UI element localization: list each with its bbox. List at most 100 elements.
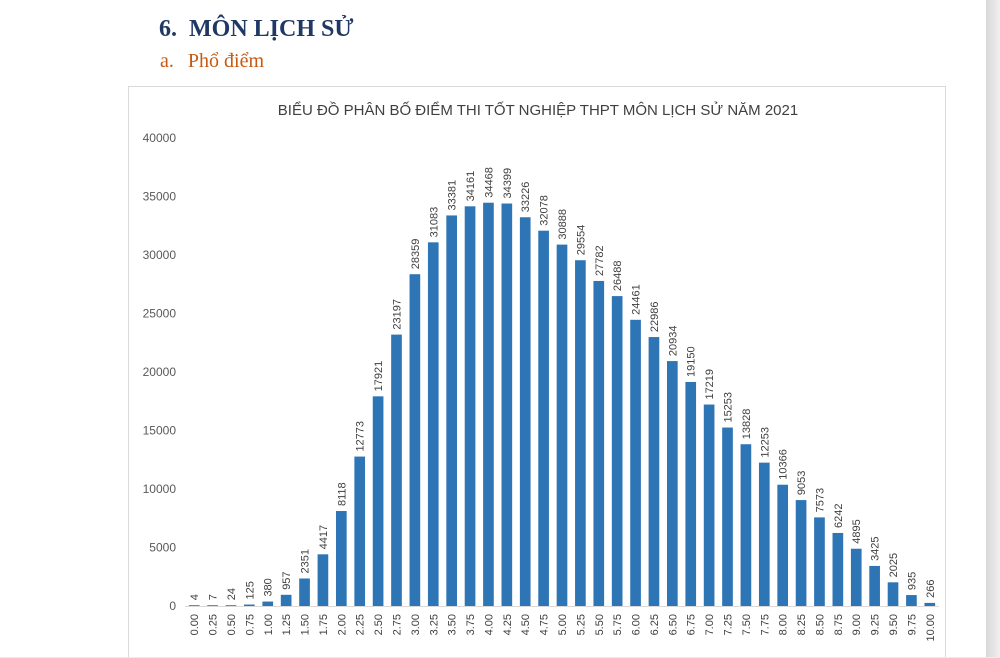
bar [667, 361, 678, 606]
data-label: 33381 [447, 180, 459, 211]
data-label: 15253 [723, 392, 735, 423]
data-label: 13828 [741, 409, 753, 440]
bar [207, 605, 218, 606]
bar [611, 296, 623, 606]
y-axis: 0 5000 10000 15000 20000 25000 30000 35000 40000 [143, 131, 177, 613]
x-tick-label: 6.25 [649, 614, 661, 635]
bar [354, 456, 366, 606]
x-tick-label: 4.00 [483, 614, 495, 635]
data-label: 12253 [759, 427, 771, 458]
data-label: 935 [906, 572, 918, 590]
data-label: 7 [208, 594, 220, 600]
bar [777, 484, 789, 606]
x-tick-label: 2.25 [355, 614, 367, 635]
data-label: 34399 [502, 168, 514, 199]
data-label: 9053 [796, 471, 808, 495]
x-tick-label: 8.00 [778, 614, 790, 635]
x-tick-label: 5.50 [594, 614, 606, 635]
data-label: 20934 [667, 325, 679, 356]
x-tick-label: 6.00 [631, 614, 643, 635]
data-label: 24461 [631, 284, 643, 315]
data-label: 957 [281, 571, 293, 589]
section-heading: 6. MÔN LỊCH SỬ [159, 16, 353, 43]
x-tick-label: 10.00 [925, 614, 937, 642]
data-label: 2351 [300, 549, 312, 573]
x-axis: 0.00 0.25 0.50 0.75 1.00 1.25 1.50 1.75 2.00 2.25… [185, 606, 939, 642]
x-tick-label: 2.75 [391, 614, 403, 635]
x-tick-label: 0.25 [208, 614, 220, 635]
data-label: 266 [925, 580, 937, 598]
data-label: 24 [226, 588, 238, 600]
section-number: 6. [159, 16, 177, 42]
data-label: 31083 [428, 207, 440, 238]
x-tick-label: 1.00 [263, 614, 275, 635]
data-labels-group: 4 7 24 125 380 957 2351 4417 8118 12773 17921 23197… [189, 167, 937, 600]
x-tick-label: 8.50 [814, 614, 826, 635]
bar [280, 594, 292, 606]
y-tick-label: 5000 [149, 541, 176, 555]
data-label: 33226 [520, 182, 532, 213]
y-tick-label: 15000 [143, 424, 177, 438]
x-tick-label: 6.75 [686, 614, 698, 635]
bar [317, 554, 329, 606]
data-label: 30888 [557, 209, 569, 240]
data-label: 17921 [373, 361, 385, 392]
x-tick-label: 5.25 [575, 614, 587, 635]
data-label: 12773 [355, 421, 367, 452]
x-tick-label: 4.50 [520, 614, 532, 635]
page-edge-shadow [986, 0, 1000, 657]
data-label: 27782 [594, 245, 606, 276]
data-label: 380 [263, 578, 275, 596]
bar [814, 517, 825, 606]
bar [685, 381, 697, 606]
data-label: 17219 [704, 369, 716, 400]
bar [906, 595, 917, 606]
bar [832, 532, 844, 606]
bar [869, 565, 880, 606]
x-tick-label: 0.00 [189, 614, 201, 635]
x-tick-label: 9.75 [906, 614, 918, 635]
chart-container: BIỂU ĐỒ PHÂN BỐ ĐIỂM THI TỐT NGHIỆP THPT… [128, 86, 946, 657]
data-label: 6242 [833, 503, 845, 527]
x-tick-label: 3.25 [428, 614, 440, 635]
bar [244, 604, 255, 606]
bar [464, 206, 476, 607]
bar [391, 334, 402, 606]
bar [225, 605, 237, 606]
x-tick-label: 7.75 [759, 614, 771, 635]
x-tick-label: 1.50 [300, 614, 312, 635]
bar [446, 215, 457, 606]
bar [648, 337, 660, 606]
data-label: 29554 [575, 225, 587, 256]
x-tick-label: 0.75 [244, 614, 256, 635]
bar [630, 319, 641, 606]
data-label: 4417 [318, 525, 330, 549]
data-label: 125 [244, 581, 256, 599]
x-tick-label: 7.25 [723, 614, 735, 635]
bar [887, 582, 899, 606]
x-tick-label: 4.25 [502, 614, 514, 635]
bar [740, 444, 752, 606]
x-tick-label: 0.50 [226, 614, 238, 635]
y-tick-label: 35000 [143, 190, 177, 204]
data-label: 4 [189, 594, 201, 600]
x-tick-label: 8.25 [796, 614, 808, 635]
x-tick-label: 1.75 [318, 614, 330, 635]
subsection-title: Phổ điểm [187, 50, 265, 72]
bar [795, 500, 807, 606]
bar [556, 244, 568, 606]
y-tick-label: 40000 [143, 131, 177, 145]
bars-group [188, 202, 936, 607]
chart-title: BIỂU ĐỒ PHÂN BỐ ĐIỂM THI TỐT NGHIỆP THPT… [278, 101, 798, 119]
x-tick-label: 9.00 [851, 614, 863, 635]
bar [722, 427, 733, 606]
x-tick-label: 3.00 [410, 614, 422, 635]
bar [262, 601, 274, 606]
bar [538, 230, 549, 607]
x-tick-label: 6.50 [667, 614, 679, 635]
x-tick-label: 9.50 [888, 614, 900, 635]
x-tick-label: 3.75 [465, 614, 477, 635]
data-label: 19150 [686, 346, 698, 377]
data-label: 23197 [391, 299, 403, 330]
